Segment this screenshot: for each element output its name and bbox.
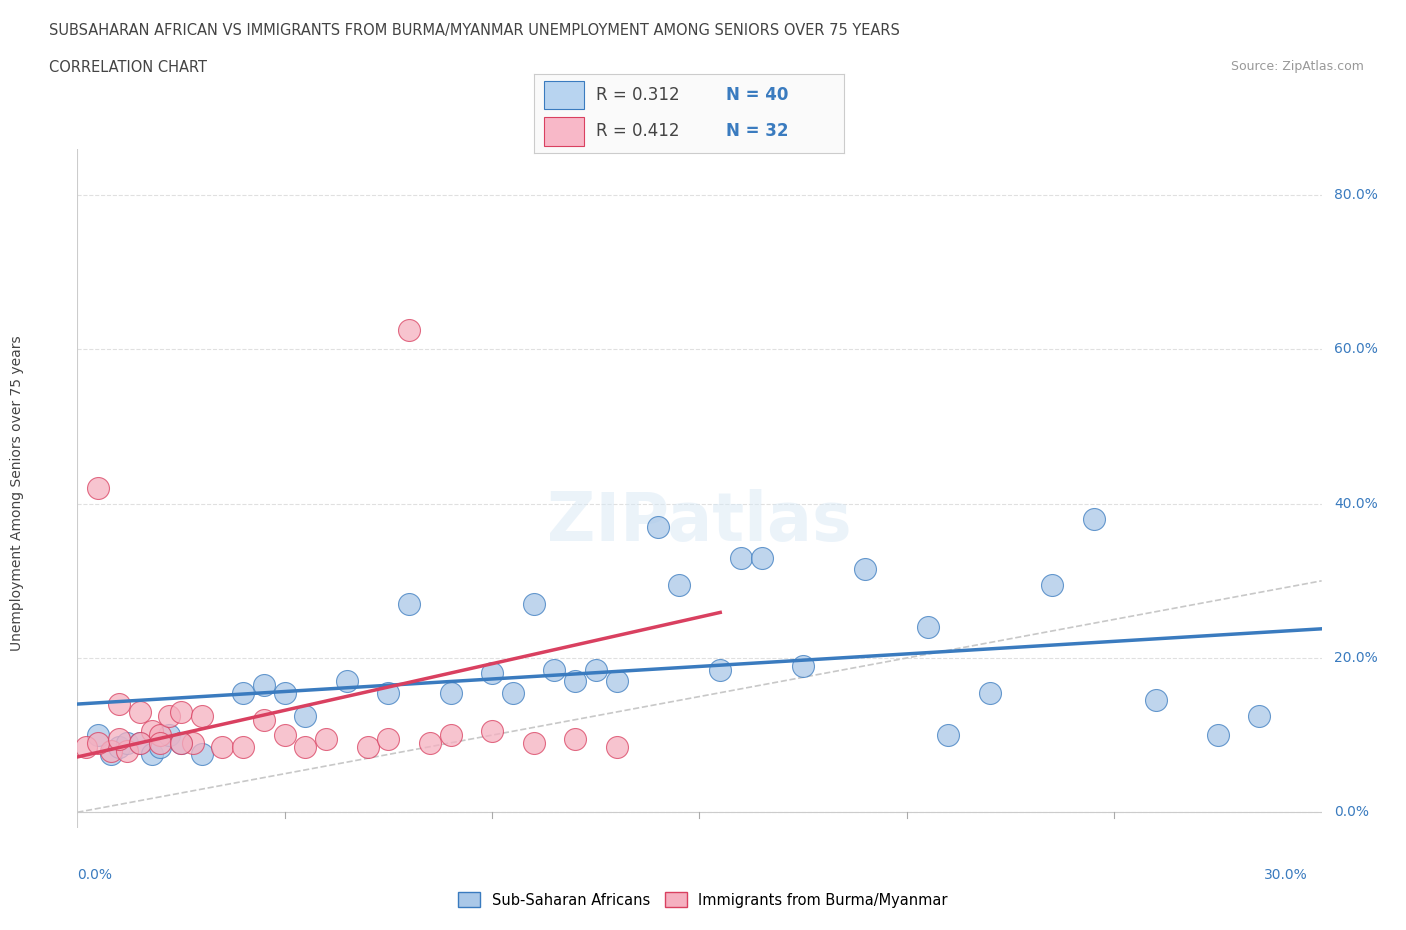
Text: R = 0.412: R = 0.412: [596, 123, 679, 140]
Text: 20.0%: 20.0%: [1334, 651, 1378, 665]
Text: 0.0%: 0.0%: [1334, 805, 1369, 819]
Point: [149, 736, 172, 751]
Point: [294, 709, 316, 724]
Point: [440, 727, 463, 742]
Point: [668, 578, 690, 592]
Point: [191, 709, 214, 724]
Point: [128, 736, 150, 751]
Point: [1040, 578, 1063, 592]
Point: [855, 562, 877, 577]
Point: [419, 736, 441, 751]
Point: [108, 739, 131, 754]
Point: [232, 685, 254, 700]
Point: [336, 673, 359, 688]
Point: [115, 736, 138, 751]
Point: [315, 732, 337, 747]
Point: [108, 732, 131, 747]
Point: [274, 685, 297, 700]
Text: Unemployment Among Seniors over 75 years: Unemployment Among Seniors over 75 years: [10, 335, 24, 651]
Text: 40.0%: 40.0%: [1334, 497, 1378, 511]
Point: [253, 712, 276, 727]
Text: Source: ZipAtlas.com: Source: ZipAtlas.com: [1230, 60, 1364, 73]
Point: [108, 697, 131, 711]
Text: CORRELATION CHART: CORRELATION CHART: [49, 60, 207, 75]
Point: [87, 727, 110, 742]
Point: [398, 596, 420, 611]
Point: [128, 736, 150, 751]
Point: [377, 685, 399, 700]
Point: [87, 736, 110, 751]
Point: [564, 673, 586, 688]
Point: [481, 666, 503, 681]
Point: [585, 662, 607, 677]
Point: [191, 747, 214, 762]
Point: [294, 739, 316, 754]
Text: N = 32: N = 32: [725, 123, 789, 140]
Point: [440, 685, 463, 700]
Text: R = 0.312: R = 0.312: [596, 86, 679, 104]
Point: [502, 685, 524, 700]
Text: N = 40: N = 40: [725, 86, 789, 104]
Point: [751, 551, 773, 565]
Point: [377, 732, 399, 747]
Text: 0.0%: 0.0%: [77, 868, 112, 882]
Point: [398, 323, 420, 338]
Point: [1144, 693, 1167, 708]
Point: [274, 727, 297, 742]
FancyBboxPatch shape: [544, 117, 583, 146]
Point: [1083, 512, 1105, 526]
Legend: Sub-Saharan Africans, Immigrants from Burma/Myanmar: Sub-Saharan Africans, Immigrants from Bu…: [453, 886, 953, 913]
Point: [100, 747, 122, 762]
Point: [149, 727, 172, 742]
Point: [792, 658, 814, 673]
Point: [938, 727, 960, 742]
Point: [75, 739, 97, 754]
Text: ZIPatlas: ZIPatlas: [547, 489, 852, 555]
Point: [543, 662, 565, 677]
Point: [357, 739, 380, 754]
Point: [87, 481, 110, 496]
Point: [170, 736, 193, 751]
Point: [917, 619, 939, 634]
Point: [253, 678, 276, 693]
Point: [523, 736, 546, 751]
Point: [128, 705, 150, 720]
Point: [709, 662, 731, 677]
Text: 30.0%: 30.0%: [1264, 868, 1308, 882]
Point: [481, 724, 503, 738]
Point: [183, 736, 205, 751]
Point: [1206, 727, 1229, 742]
Point: [1249, 709, 1271, 724]
Point: [149, 739, 172, 754]
Point: [211, 739, 233, 754]
Point: [232, 739, 254, 754]
Point: [647, 519, 669, 534]
Point: [170, 736, 193, 751]
Point: [730, 551, 752, 565]
Point: [170, 705, 193, 720]
Point: [979, 685, 1001, 700]
Point: [157, 727, 180, 742]
Point: [141, 747, 163, 762]
Text: 80.0%: 80.0%: [1334, 188, 1378, 202]
Point: [115, 743, 138, 758]
Point: [523, 596, 546, 611]
Point: [141, 724, 163, 738]
Point: [606, 739, 628, 754]
Text: SUBSAHARAN AFRICAN VS IMMIGRANTS FROM BURMA/MYANMAR UNEMPLOYMENT AMONG SENIORS O: SUBSAHARAN AFRICAN VS IMMIGRANTS FROM BU…: [49, 23, 900, 38]
Text: 60.0%: 60.0%: [1334, 342, 1378, 356]
Point: [100, 743, 122, 758]
Point: [606, 673, 628, 688]
Point: [564, 732, 586, 747]
FancyBboxPatch shape: [544, 81, 583, 109]
Point: [157, 709, 180, 724]
